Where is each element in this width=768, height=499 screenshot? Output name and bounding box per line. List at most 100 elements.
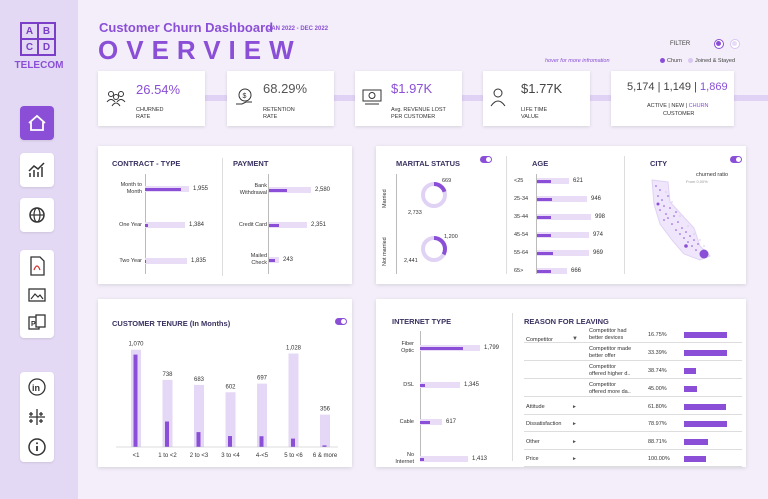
expand-arrow-icon[interactable]: ► [572, 456, 577, 462]
tenure-bar-total[interactable] [194, 384, 204, 447]
filter-churn-toggle[interactable] [714, 39, 724, 49]
tenure-toggle[interactable] [335, 318, 347, 325]
bar-total[interactable] [420, 419, 442, 425]
tenure-tick-label: 3 to <4 [221, 453, 240, 459]
svg-text:$: $ [243, 93, 247, 100]
home-button[interactable] [20, 106, 54, 140]
bar-total[interactable] [420, 456, 468, 462]
bar-total[interactable] [537, 268, 567, 274]
bar-value: 1,955 [193, 185, 209, 192]
bar-label-line: 45-54 [514, 232, 529, 238]
bar-total[interactable] [269, 187, 311, 193]
married-churn-value: 669 [442, 178, 452, 184]
marital-toggle[interactable] [480, 156, 492, 163]
bar-churn [420, 457, 424, 461]
powerpoint-icon[interactable]: P [28, 314, 46, 332]
reason-row[interactable] [524, 364, 742, 379]
expand-arrow-icon[interactable]: ► [572, 439, 577, 445]
bar-label: DSL [380, 382, 414, 389]
divider [506, 156, 507, 274]
bar-total[interactable] [537, 232, 589, 238]
bar-label-line: Month to [120, 182, 142, 188]
reason-bar [684, 332, 728, 338]
tenure-value-label: 738 [162, 372, 173, 378]
bar-total[interactable] [537, 178, 569, 184]
reason-percent: 78.97% [648, 421, 667, 427]
image-icon[interactable] [28, 287, 46, 303]
legend-churn[interactable]: Churn [660, 58, 682, 64]
tenure-bar-total[interactable] [320, 414, 330, 447]
expand-arrow-icon[interactable]: ► [572, 421, 577, 427]
bar-churn [420, 420, 430, 424]
info-icon[interactable] [28, 438, 46, 457]
legend-joined[interactable]: Joined & Stayed [687, 58, 735, 64]
growth-button[interactable] [20, 153, 54, 187]
bar-label: Mailed Check [225, 253, 267, 267]
linkedin-icon[interactable]: in [28, 378, 46, 396]
reason-percent: 61.80% [648, 404, 667, 410]
svg-text:in: in [32, 383, 40, 393]
kpi-customers: 5,174 | 1,149 | 1,869 ACTIVE | NEW | CHU… [611, 71, 734, 126]
reason-row[interactable] [524, 400, 742, 415]
separator: | [657, 81, 661, 93]
bar-label-line: Internet [395, 459, 414, 465]
city-map[interactable] [638, 176, 738, 276]
bar-churn [145, 259, 147, 263]
reason-row[interactable] [524, 382, 742, 397]
bar-total[interactable] [145, 258, 187, 264]
reason-row[interactable] [524, 435, 742, 450]
bar-total[interactable] [420, 382, 460, 388]
bar-label: Cable [380, 419, 414, 426]
money-icon [362, 89, 382, 105]
bar-label-line: Month [126, 189, 142, 195]
reason-row[interactable] [524, 328, 742, 343]
bar-total[interactable] [537, 250, 589, 256]
logo-letter: C [21, 39, 38, 55]
people-group-icon [106, 91, 126, 107]
reason-sub-line: Competitor [589, 364, 616, 370]
reason-percent: 38.74% [648, 368, 667, 374]
bar-churn [537, 251, 553, 255]
city-legend-title: churned ratio [696, 172, 729, 178]
not-married-donut[interactable] [420, 235, 448, 263]
bar-label-line: Mailed [250, 253, 267, 259]
bar-total[interactable] [269, 222, 307, 228]
bar-total[interactable] [420, 345, 480, 351]
bar-value: 2,580 [315, 186, 331, 193]
bar-label-line: 25-34 [514, 196, 529, 202]
svg-text:P: P [31, 321, 36, 328]
globe-button[interactable] [20, 198, 54, 232]
reason-row[interactable] [524, 346, 742, 361]
reason-subcategory: Competitor offered higher d.. [589, 364, 630, 377]
page-title: OVERVIEW [98, 35, 302, 65]
bar-label-line: Cable [399, 419, 414, 425]
bar-value: 617 [446, 418, 457, 425]
tenure-bar-total[interactable] [288, 353, 299, 447]
kpi-label-churn: CHURN [688, 103, 709, 109]
bar-label: Two Year [104, 258, 142, 265]
tenure-bar-total[interactable] [162, 379, 173, 447]
pdf-icon[interactable] [28, 256, 46, 276]
logo-letter: D [38, 39, 55, 55]
bar-total[interactable] [269, 257, 279, 263]
bar-total[interactable] [537, 214, 591, 220]
reason-sub-line: better devices [589, 334, 624, 341]
married-donut[interactable] [420, 181, 448, 209]
kpi-label: LIFE TIME [521, 107, 548, 113]
tenure-bar-total[interactable] [257, 383, 267, 447]
reason-row[interactable] [524, 452, 742, 467]
tenure-bar-total[interactable] [225, 392, 236, 447]
expand-arrow-icon[interactable]: ► [572, 404, 577, 410]
bar-total[interactable] [145, 186, 189, 192]
city-toggle[interactable] [730, 156, 742, 163]
bar-churn [145, 223, 149, 227]
reason-row[interactable] [524, 417, 742, 432]
collapse-icon[interactable]: ▼ [572, 336, 578, 342]
bar-total[interactable] [145, 222, 185, 228]
filter-stayed-toggle[interactable] [730, 39, 740, 49]
bar-churn [269, 188, 287, 192]
legend-churn-label: Churn [667, 58, 682, 64]
tableau-icon[interactable] [27, 407, 47, 427]
bar-total[interactable] [537, 196, 587, 202]
reason-bar [684, 386, 698, 392]
